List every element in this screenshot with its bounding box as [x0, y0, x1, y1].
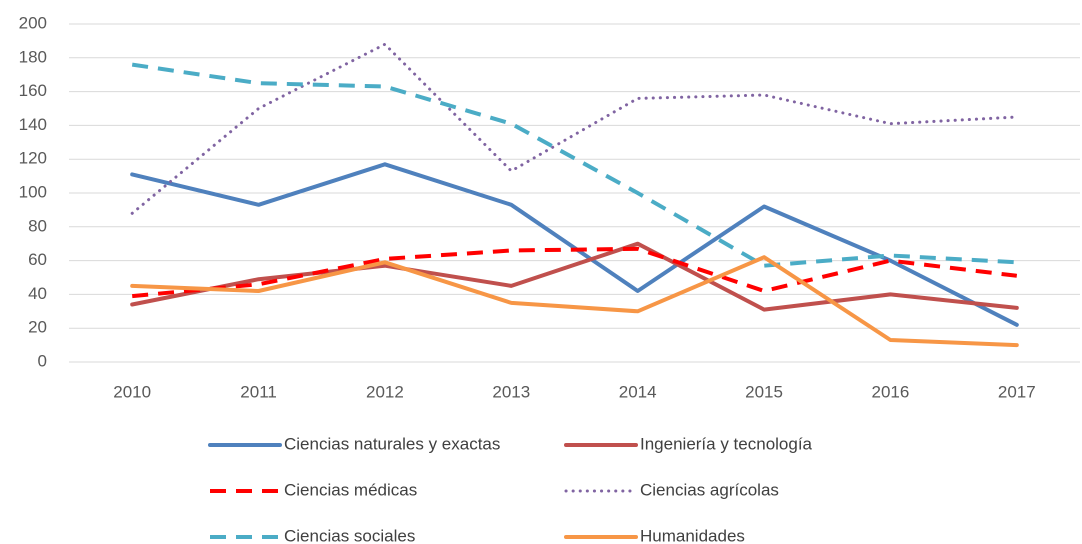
x-tick-label: 2015 [745, 382, 783, 401]
legend-label: Humanidades [640, 526, 745, 544]
series-line [131, 62, 1017, 268]
x-tick-label: 2011 [240, 382, 277, 401]
y-tick-label: 180 [19, 47, 47, 66]
legend-label: Ciencias agrícolas [640, 480, 779, 499]
y-tick-label: 40 [28, 284, 47, 303]
y-tick-label: 80 [28, 216, 47, 235]
x-tick-label: 2010 [113, 382, 151, 401]
y-tick-label: 0 [38, 351, 47, 370]
series-line [130, 162, 1019, 327]
y-tick-label: 140 [19, 115, 47, 134]
y-tick-label: 20 [28, 318, 47, 337]
legend-label: Ciencias naturales y exactas [284, 434, 500, 453]
y-tick-label: 160 [19, 81, 47, 100]
x-tick-label: 2012 [366, 382, 404, 401]
y-tick-label: 120 [19, 149, 47, 168]
legend-label: Ciencias sociales [284, 526, 415, 544]
series-line [132, 246, 1018, 299]
legend-label: Ingeniería y tecnología [640, 434, 813, 453]
y-tick-label: 200 [19, 13, 47, 32]
series-line [130, 255, 1019, 348]
series-line [130, 42, 1019, 215]
x-tick-label: 2016 [872, 382, 910, 401]
x-tick-label: 2013 [492, 382, 530, 401]
series-line [130, 241, 1019, 312]
x-tick-label: 2017 [998, 382, 1036, 401]
y-tick-label: 60 [28, 250, 47, 269]
y-tick-label: 100 [19, 182, 47, 201]
legend-label: Ciencias médicas [284, 480, 417, 499]
x-tick-label: 2014 [619, 382, 657, 401]
legend: Ciencias naturales y exactas Ingeniería y… [208, 434, 813, 544]
